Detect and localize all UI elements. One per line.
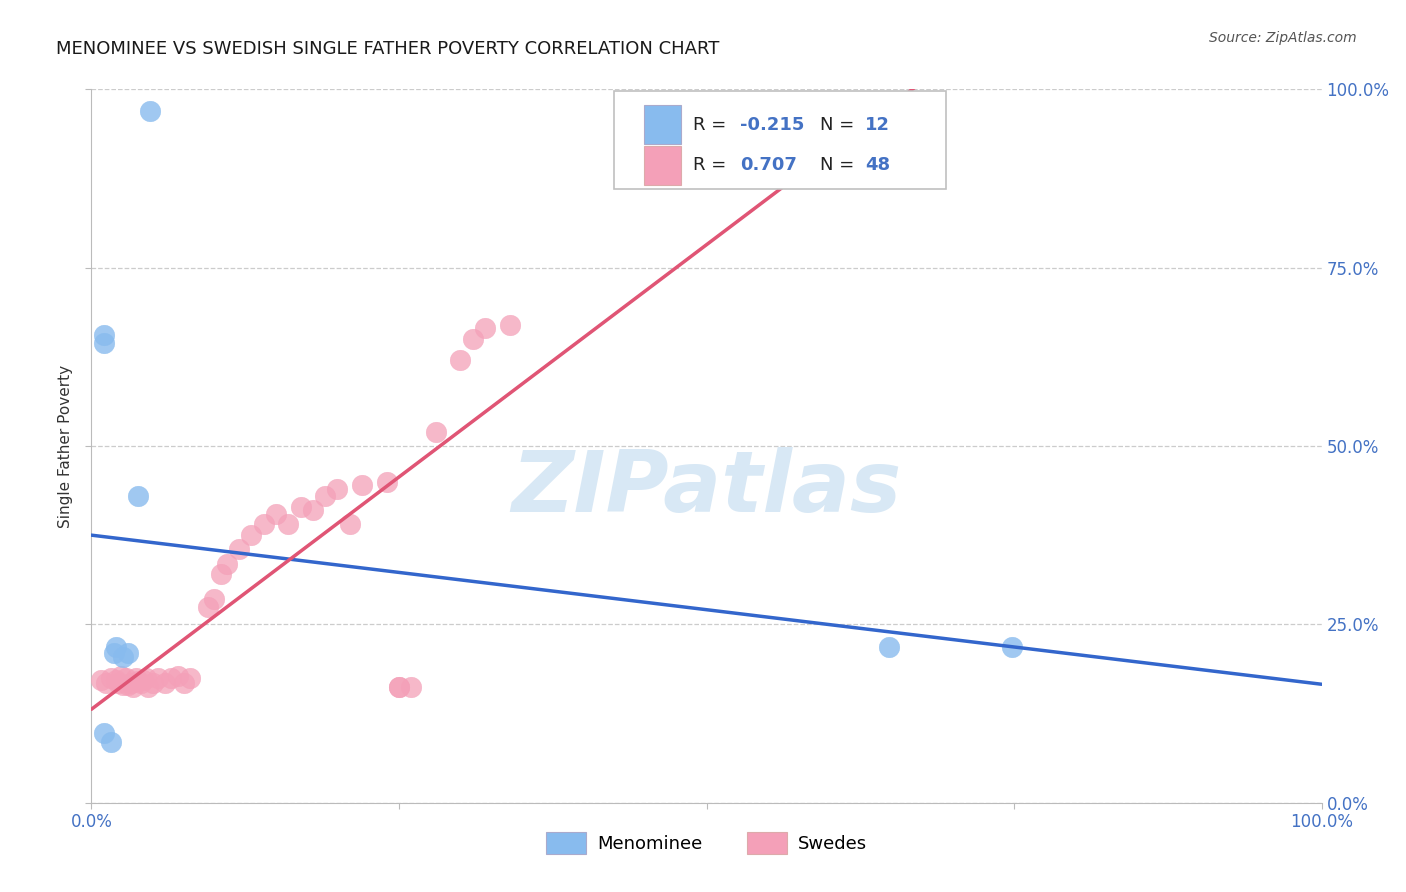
- Point: [93, 328, 115, 343]
- Point: [277, 517, 299, 532]
- Point: [127, 674, 149, 689]
- Point: [132, 673, 155, 687]
- Point: [120, 676, 142, 690]
- Point: [136, 680, 159, 694]
- Point: [112, 678, 135, 692]
- Point: [228, 542, 250, 557]
- Point: [173, 676, 195, 690]
- Point: [114, 671, 138, 685]
- Point: [399, 680, 422, 694]
- Point: [314, 489, 336, 503]
- Point: [264, 507, 287, 521]
- FancyBboxPatch shape: [644, 145, 681, 185]
- Text: MENOMINEE VS SWEDISH SINGLE FATHER POVERTY CORRELATION CHART: MENOMINEE VS SWEDISH SINGLE FATHER POVER…: [56, 40, 720, 58]
- Text: 48: 48: [865, 156, 890, 174]
- Point: [117, 646, 139, 660]
- Point: [253, 517, 276, 532]
- Point: [290, 500, 312, 514]
- Text: ZIPatlas: ZIPatlas: [512, 447, 901, 531]
- Text: 0.707: 0.707: [740, 156, 797, 174]
- Text: 12: 12: [865, 116, 890, 134]
- Point: [93, 726, 115, 740]
- Point: [153, 676, 177, 690]
- Point: [179, 671, 201, 685]
- Point: [124, 671, 146, 685]
- Point: [122, 680, 145, 694]
- Point: [449, 353, 471, 368]
- Point: [1000, 640, 1022, 655]
- Point: [461, 332, 484, 346]
- Point: [339, 517, 361, 532]
- Point: [110, 669, 132, 683]
- Point: [129, 676, 152, 690]
- Legend: Menominee, Swedes: Menominee, Swedes: [538, 825, 875, 862]
- Point: [326, 482, 349, 496]
- Point: [375, 475, 398, 489]
- Point: [103, 646, 125, 660]
- Point: [96, 676, 117, 690]
- Text: R =: R =: [693, 156, 733, 174]
- Point: [112, 649, 135, 664]
- Point: [352, 478, 374, 492]
- Point: [90, 673, 112, 687]
- Point: [202, 592, 225, 607]
- Point: [498, 318, 520, 332]
- Point: [215, 557, 238, 571]
- Point: [301, 503, 323, 517]
- Point: [139, 103, 162, 118]
- Point: [135, 671, 156, 685]
- Point: [877, 640, 900, 655]
- Point: [425, 425, 447, 439]
- Point: [197, 599, 219, 614]
- FancyBboxPatch shape: [614, 91, 946, 189]
- Text: Source: ZipAtlas.com: Source: ZipAtlas.com: [1209, 31, 1357, 45]
- Text: -0.215: -0.215: [740, 116, 804, 134]
- Point: [93, 335, 115, 350]
- Text: N =: N =: [820, 116, 859, 134]
- Y-axis label: Single Father Poverty: Single Father Poverty: [58, 365, 73, 527]
- Point: [100, 735, 122, 749]
- Point: [388, 680, 411, 694]
- Point: [388, 680, 411, 694]
- Point: [100, 671, 122, 685]
- Point: [240, 528, 263, 542]
- FancyBboxPatch shape: [644, 105, 681, 145]
- Point: [209, 567, 232, 582]
- Text: R =: R =: [693, 116, 733, 134]
- Point: [166, 669, 188, 683]
- Point: [107, 676, 129, 690]
- Point: [142, 676, 165, 690]
- Point: [146, 671, 169, 685]
- Point: [105, 640, 127, 655]
- Point: [105, 673, 127, 687]
- Point: [474, 321, 496, 335]
- Point: [127, 489, 149, 503]
- Text: N =: N =: [820, 156, 859, 174]
- Point: [117, 678, 139, 692]
- Point: [160, 671, 183, 685]
